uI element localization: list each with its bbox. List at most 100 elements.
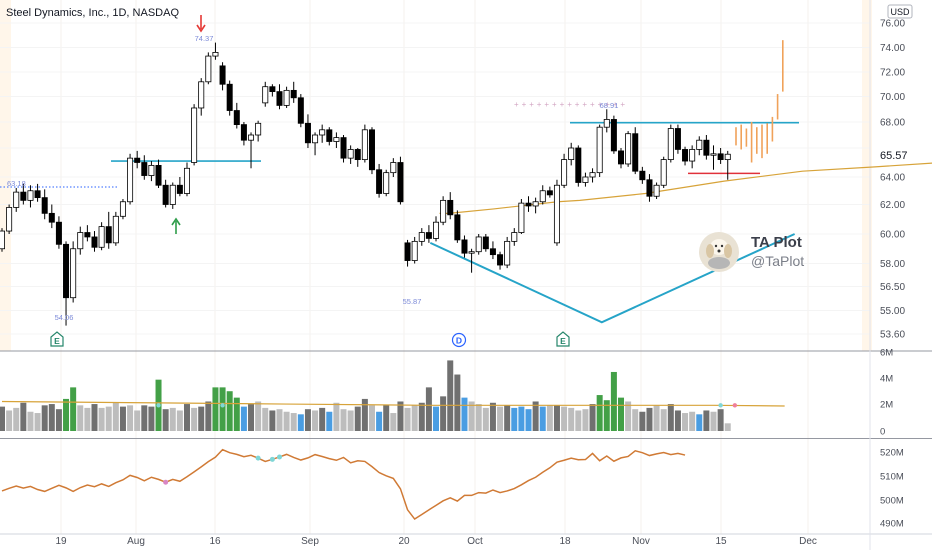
volume-bar [134,410,141,431]
candle [596,124,603,177]
candle [319,124,326,143]
candle [226,80,233,116]
currency-badge[interactable]: USD [887,4,913,19]
volume-bar [98,407,105,431]
candle [390,158,397,177]
volume-bar [326,411,333,431]
candle-body [440,199,447,223]
volume-bar [646,407,653,431]
candle [77,226,84,255]
last-price-tag: 65.57 [876,147,918,162]
price-tick-label: 60.00 [880,230,905,241]
price-tick-label: 56.50 [880,282,905,293]
pink-marker-3: + [537,100,542,109]
pink-marker-10: + [590,100,595,109]
pink-marker-12: + [605,100,610,109]
dividend-marker-circle [451,332,467,348]
candle-body [276,91,283,106]
candle [312,132,319,156]
candle-body [390,162,397,174]
candle [682,146,689,166]
candle [482,234,489,252]
candle [290,81,297,103]
price-tick-label: 62.00 [880,200,905,211]
volume-bar [248,404,255,431]
up-arrow-head [171,217,181,226]
candle-body [269,86,276,92]
candle [518,199,525,234]
volume-bar [290,413,297,431]
volume-dot [732,403,738,408]
pink-marker-8: + [575,100,580,109]
candle-body [347,149,354,159]
event-marker: E [556,331,570,347]
obv-dot [255,455,261,461]
candle [162,179,169,208]
event-marker: E [50,331,64,347]
watermark: TA Plot @TaPlot [699,232,804,272]
candle-body [27,190,34,201]
avatar-dog-eye-left [714,244,718,248]
candle-body [703,139,710,156]
candle [404,239,411,267]
earnings-marker-label: E [560,336,566,346]
volume-bar [55,409,62,431]
candle-body [383,172,390,194]
volume-bar [411,405,418,431]
candle-body [539,190,546,203]
candle [440,196,447,226]
candle-body [546,190,553,196]
volume-bar [340,409,347,431]
volume-bar [105,406,112,431]
volume-bar [504,405,511,431]
candle-body [468,251,475,254]
candle [70,241,77,303]
obv-tick-label: 520M [880,448,904,459]
candle-body [461,239,468,254]
candle [717,148,724,164]
candle [20,183,27,205]
volume-bar [276,409,283,431]
candle [546,186,553,198]
earnings-marker-label: E [54,336,60,346]
volume-tick-label: 6M [880,348,893,359]
volume-bar [333,402,340,431]
candle-body [525,202,532,207]
volume-dot [718,403,723,408]
candle-body [212,52,219,57]
candle-body [34,190,41,199]
candle-body [667,128,674,161]
volume-bar [589,404,596,431]
volume-bar [667,404,674,431]
candle [233,102,240,129]
volume-bar [632,409,639,431]
candle-body [183,167,190,194]
candle [376,163,383,198]
volume-bar [219,387,226,431]
candle-body [411,240,418,261]
candle [98,222,105,251]
candle-body [63,243,70,299]
dividend-marker-label: D [456,336,462,346]
candle [689,145,696,169]
candle-body [404,242,411,261]
volume-bar [710,411,717,431]
volume-bar [191,407,198,431]
volume-bar [696,414,703,431]
candle [354,148,361,167]
candle [532,197,539,214]
candle-body [717,153,724,161]
candle-body [625,133,632,165]
candle-body [497,254,504,266]
candle [340,135,347,163]
obv-tick-label: 510M [880,472,904,483]
candle-body [148,164,155,176]
candle-body [127,157,134,203]
candle [710,145,717,170]
candle-body [255,122,262,136]
price-tick-label: 55.00 [880,306,905,317]
candle [461,235,468,258]
candle-body [589,172,596,178]
candle [411,236,418,264]
volume-bar [575,410,582,431]
